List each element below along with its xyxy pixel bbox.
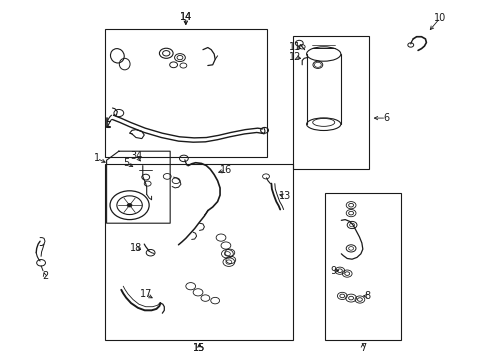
Text: 8: 8 [364, 291, 370, 301]
Bar [293, 36, 368, 169]
Text: 2: 2 [42, 271, 48, 282]
Text: 34: 34 [129, 150, 142, 161]
Text: 10: 10 [433, 13, 446, 23]
Text: 14: 14 [179, 12, 192, 22]
Bar [105, 164, 293, 340]
Text: 15: 15 [193, 343, 205, 353]
Bar [325, 193, 400, 340]
Text: 14: 14 [179, 12, 192, 22]
Text: 15: 15 [193, 343, 205, 353]
Text: 5: 5 [123, 158, 129, 168]
Text: 9: 9 [330, 266, 336, 276]
Circle shape [127, 203, 132, 207]
Text: 11: 11 [288, 42, 301, 52]
Text: 6: 6 [383, 113, 388, 123]
Text: 12: 12 [288, 52, 301, 62]
Text: 13: 13 [278, 191, 290, 201]
Bar [105, 29, 266, 157]
Text: 17: 17 [139, 289, 152, 300]
Text: 1: 1 [94, 153, 100, 163]
Text: 18: 18 [129, 243, 142, 253]
Text: 16: 16 [219, 165, 232, 175]
Text: 7: 7 [359, 343, 365, 354]
